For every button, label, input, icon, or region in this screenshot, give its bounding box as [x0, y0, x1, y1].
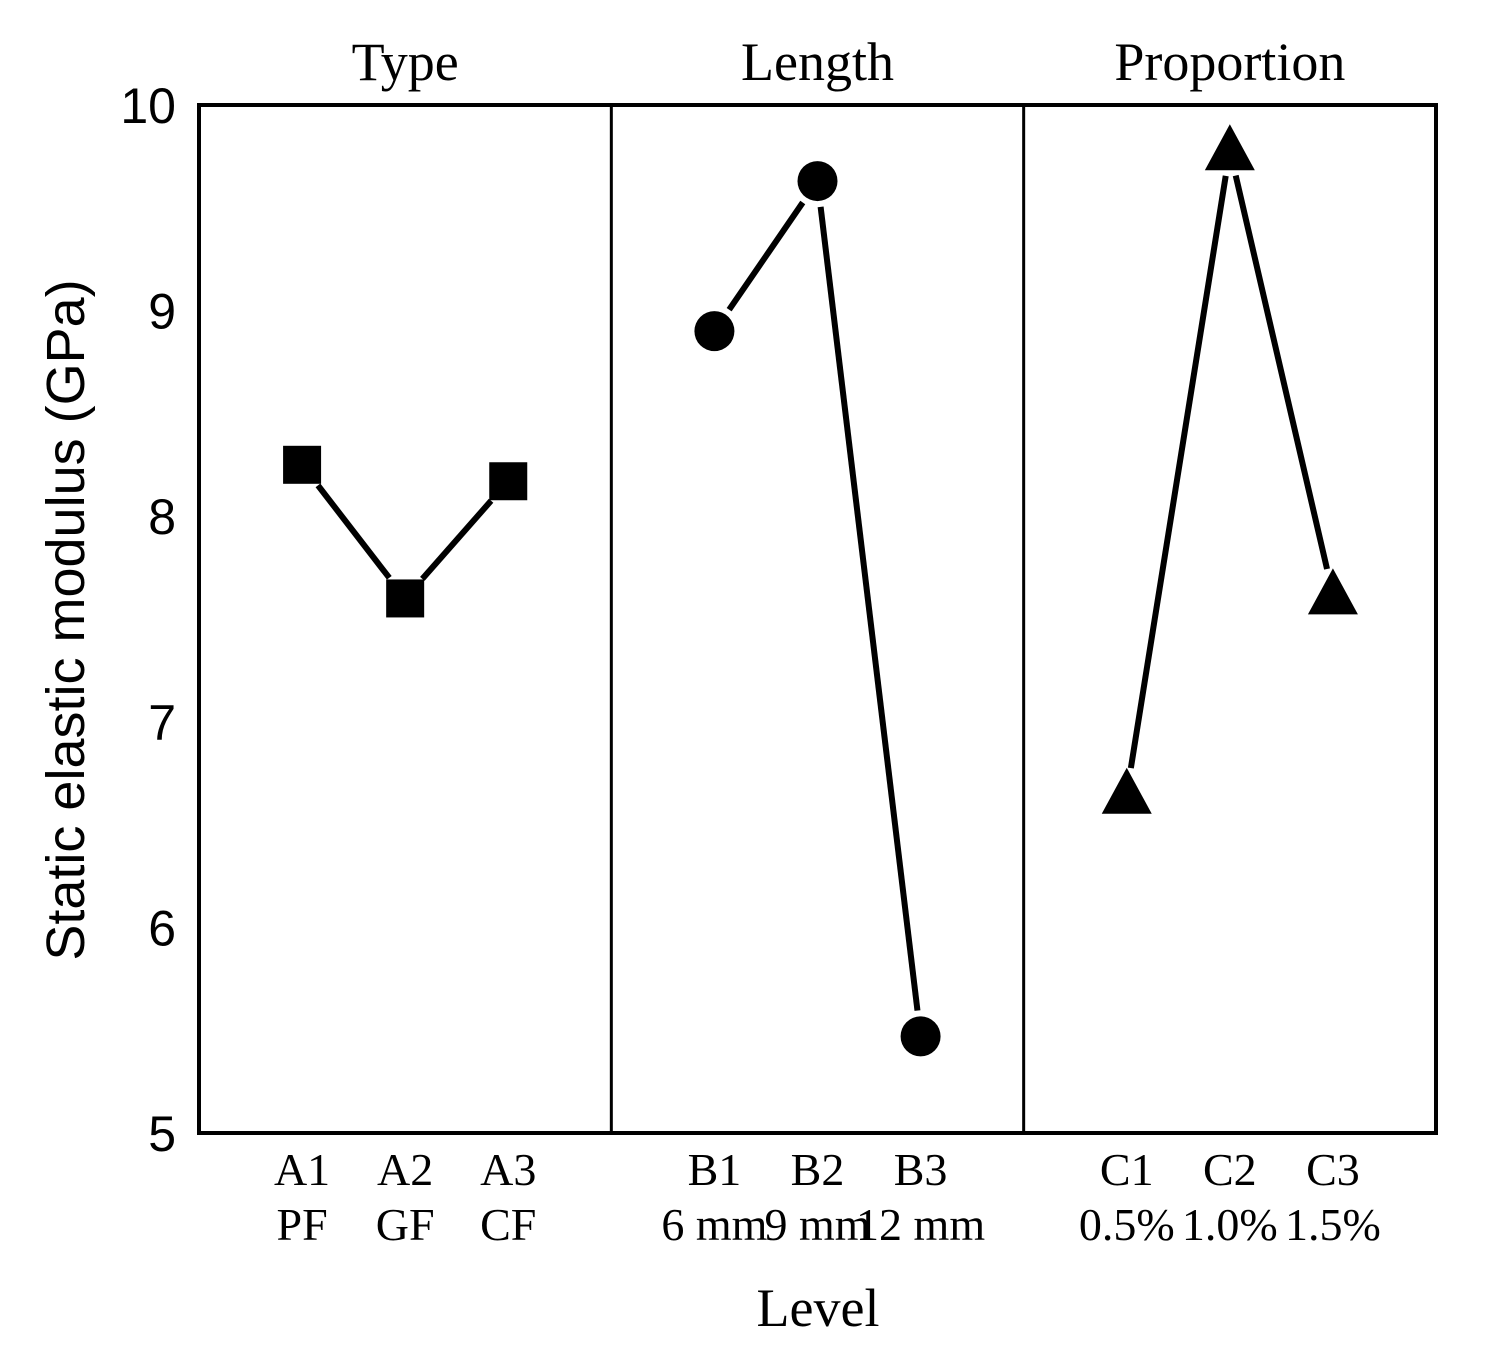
data-point-square: [283, 445, 322, 484]
series-segment: [817, 206, 921, 1011]
data-point-square: [386, 579, 425, 618]
x-tick-label: 1.5%: [1285, 1199, 1381, 1250]
x-tick-code: A2: [377, 1144, 433, 1195]
x-tick-label: 12 mm: [856, 1199, 985, 1250]
panel-title: Type: [352, 32, 459, 92]
data-point-triangle: [1307, 568, 1358, 615]
y-tick-label: 6: [148, 900, 176, 956]
x-tick-code: A1: [274, 1144, 330, 1195]
series-segment: [420, 498, 494, 581]
y-tick-label: 5: [148, 1106, 176, 1162]
series-segment: [1232, 174, 1330, 570]
y-tick-label: 7: [148, 695, 176, 751]
series-segment: [1127, 175, 1229, 769]
data-point-triangle: [1204, 124, 1255, 171]
data-point-square: [489, 462, 528, 501]
x-tick-label: 1.0%: [1182, 1199, 1278, 1250]
x-tick-code: C1: [1100, 1144, 1154, 1195]
y-tick-label: 8: [148, 489, 176, 545]
x-tick-code: B1: [688, 1144, 742, 1195]
x-tick-label: 9 mm: [764, 1199, 870, 1250]
panel-title: Proportion: [1114, 32, 1345, 92]
plot-border: [197, 103, 1438, 1135]
y-tick-label: 9: [148, 284, 176, 340]
x-tick-label: CF: [480, 1199, 536, 1250]
panel-title: Length: [741, 32, 894, 92]
data-point-circle: [900, 1016, 941, 1057]
x-tick-code: C3: [1306, 1144, 1360, 1195]
x-tick-label: 6 mm: [661, 1199, 767, 1250]
x-tick-code: B3: [894, 1144, 948, 1195]
x-tick-code: A3: [480, 1144, 536, 1195]
x-tick-code: C2: [1203, 1144, 1257, 1195]
data-point-triangle: [1101, 767, 1152, 814]
x-axis-label: Level: [757, 1278, 880, 1338]
x-tick-code: B2: [791, 1144, 845, 1195]
y-axis-label: Static elastic modulus (GPa): [36, 279, 96, 960]
x-tick-label: 0.5%: [1079, 1199, 1175, 1250]
data-point-circle: [694, 311, 735, 352]
y-tick-label: 10: [120, 78, 176, 134]
x-tick-label: GF: [376, 1199, 435, 1250]
series-segment: [726, 200, 806, 312]
y-axis: 5 6 7 8 9 10: [120, 78, 176, 1162]
series-segment: [315, 483, 392, 580]
data-point-circle: [797, 161, 838, 202]
x-tick-label: PF: [276, 1199, 327, 1250]
panel-proportion: Proportion C10.5% C21.0% C31.5%: [1079, 32, 1381, 1250]
plot-frame: [197, 103, 1438, 1135]
